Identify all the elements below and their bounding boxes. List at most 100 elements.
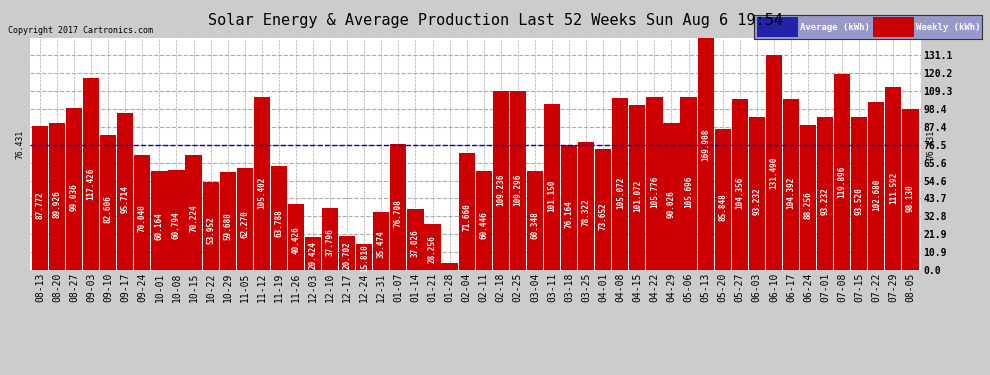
Bar	[868, 102, 884, 270]
Bar	[305, 237, 321, 270]
Bar	[902, 110, 919, 270]
Text: 109.296: 109.296	[514, 173, 523, 206]
Bar	[373, 212, 389, 270]
Bar	[407, 209, 424, 270]
Text: 104.392: 104.392	[786, 177, 796, 209]
Bar	[100, 135, 117, 270]
Bar	[663, 123, 679, 270]
Bar	[756, 17, 798, 37]
Text: 89.926: 89.926	[52, 190, 61, 217]
Bar	[612, 98, 629, 270]
Text: 76.708: 76.708	[394, 200, 403, 227]
Bar	[646, 97, 662, 270]
Bar	[527, 171, 544, 270]
Text: 93.520: 93.520	[854, 187, 863, 215]
Text: 105.696: 105.696	[684, 176, 693, 208]
Bar	[851, 117, 867, 270]
Text: 105.402: 105.402	[257, 176, 266, 209]
Text: 40.426: 40.426	[291, 226, 301, 254]
Text: 78.322: 78.322	[582, 198, 591, 226]
Bar	[561, 145, 577, 270]
Text: Solar Energy & Average Production Last 52 Weeks Sun Aug 6 19:54: Solar Energy & Average Production Last 5…	[208, 13, 782, 28]
Bar	[117, 113, 134, 270]
Text: 82.606: 82.606	[104, 195, 113, 223]
Bar	[237, 168, 252, 270]
Text: 85.848: 85.848	[718, 193, 728, 220]
Text: 76.164: 76.164	[564, 200, 573, 228]
Bar	[458, 153, 475, 270]
Bar	[271, 165, 287, 270]
Bar	[595, 149, 611, 270]
Text: 90.026: 90.026	[667, 190, 676, 217]
Text: Copyright 2017 Cartronics.com: Copyright 2017 Cartronics.com	[8, 26, 152, 35]
Bar	[253, 98, 270, 270]
Text: Weekly (kWh): Weekly (kWh)	[916, 22, 980, 32]
Text: 35.474: 35.474	[377, 230, 386, 258]
Text: 76.431: 76.431	[927, 130, 936, 159]
Bar	[630, 105, 645, 270]
Text: 119.896: 119.896	[838, 165, 846, 198]
Bar	[783, 99, 799, 270]
Text: 15.810: 15.810	[359, 244, 368, 272]
Text: 60.446: 60.446	[479, 211, 488, 239]
Text: 88.256: 88.256	[804, 191, 813, 219]
Bar	[203, 182, 219, 270]
Bar	[425, 224, 441, 270]
Text: 60.164: 60.164	[154, 212, 164, 240]
Text: 93.232: 93.232	[821, 188, 830, 215]
Bar	[220, 172, 236, 270]
Text: 37.026: 37.026	[411, 229, 420, 256]
Bar	[288, 204, 304, 270]
Bar	[322, 208, 339, 270]
Text: 87.772: 87.772	[36, 192, 45, 219]
Bar	[83, 78, 99, 270]
Text: 169.908: 169.908	[701, 129, 710, 161]
Bar	[151, 171, 167, 270]
Bar	[834, 74, 850, 270]
Text: 93.232: 93.232	[752, 188, 761, 215]
Bar	[66, 108, 82, 270]
Bar	[715, 129, 731, 270]
Text: 76.431: 76.431	[15, 130, 24, 159]
Bar	[544, 104, 560, 270]
Bar	[732, 99, 747, 270]
Bar	[442, 263, 457, 270]
Text: 101.150: 101.150	[547, 179, 556, 212]
Bar	[680, 97, 697, 270]
Text: 131.490: 131.490	[769, 157, 778, 189]
Text: 53.952: 53.952	[206, 216, 215, 244]
Bar	[339, 236, 355, 270]
Text: 60.348: 60.348	[531, 211, 540, 239]
Bar	[390, 144, 407, 270]
Text: 59.680: 59.680	[223, 212, 233, 240]
Text: 105.072: 105.072	[616, 176, 625, 209]
Bar	[885, 87, 902, 270]
Bar	[766, 55, 782, 270]
Text: 28.256: 28.256	[428, 235, 437, 263]
Text: 63.788: 63.788	[274, 209, 283, 237]
Text: 104.356: 104.356	[736, 177, 744, 209]
Bar	[356, 244, 372, 270]
Text: 37.796: 37.796	[326, 228, 335, 256]
Text: 62.270: 62.270	[241, 210, 249, 238]
Bar	[475, 171, 492, 270]
Bar	[873, 17, 914, 37]
Text: 105.776: 105.776	[649, 176, 659, 208]
Text: 102.680: 102.680	[872, 178, 881, 210]
Text: 70.040: 70.040	[138, 204, 147, 232]
Text: 73.652: 73.652	[599, 202, 608, 229]
Text: 60.794: 60.794	[172, 211, 181, 239]
Text: 95.714: 95.714	[121, 186, 130, 213]
Bar	[800, 126, 816, 270]
Text: Average (kWh): Average (kWh)	[800, 22, 870, 32]
Text: 111.592: 111.592	[889, 172, 898, 204]
Text: 20.424: 20.424	[309, 241, 318, 269]
Bar	[493, 91, 509, 270]
Text: 117.426: 117.426	[87, 167, 96, 200]
Bar	[510, 91, 526, 270]
Text: 71.660: 71.660	[462, 203, 471, 231]
Text: 20.702: 20.702	[343, 241, 351, 268]
Bar	[748, 117, 765, 270]
Text: 109.236: 109.236	[496, 173, 505, 206]
Bar	[698, 0, 714, 270]
